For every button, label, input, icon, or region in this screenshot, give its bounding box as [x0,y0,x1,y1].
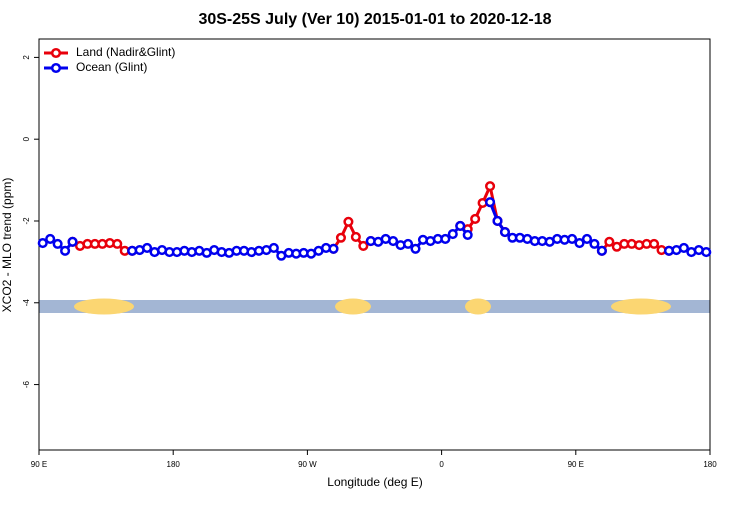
data-point [485,197,496,208]
data-point [574,238,585,249]
data-point [470,213,481,224]
data-point [485,181,496,192]
data-point [567,233,578,245]
y-tick-label: -2 [22,217,31,225]
data-point [492,215,503,227]
data-point [678,242,689,254]
data-point [328,243,339,254]
y-tick-label: 0 [22,136,31,141]
y-tick-label: -4 [22,299,31,307]
data-point [701,247,712,258]
legend-label: Land (Nadir&Glint) [76,45,175,59]
legend-marker [50,62,62,74]
y-tick-label: 2 [22,55,31,60]
legend-marker [50,47,62,59]
data-point [410,243,421,254]
data-point [596,245,607,256]
land-ocean-band [39,298,710,315]
data-point [112,238,123,249]
data-point [60,245,71,256]
data-point [37,238,48,249]
data-point [358,240,369,251]
x-tick-label: 90 W [298,460,317,469]
data-point [52,238,63,249]
data-point [403,238,414,249]
data-point [142,242,153,254]
legend-label: Ocean (Glint) [76,60,147,74]
data-point [455,220,466,231]
data-point [335,232,347,243]
x-tick-label: 0 [439,460,444,469]
data-point [604,236,615,247]
data-point [388,235,399,247]
y-tick-label: -6 [22,380,31,388]
x-axis-label: Longitude (deg E) [327,475,422,489]
data-point [440,233,451,245]
chart-title: 30S-25S July (Ver 10) 2015-01-01 to 2020… [198,11,551,28]
data-point [67,236,78,247]
data-point [499,226,511,238]
y-axis-label: XCO2 - MLO trend (ppm) [0,178,14,313]
data-point [589,238,600,249]
data-point [343,216,354,227]
data-point [462,229,473,240]
data-point [581,233,593,245]
x-tick-label: 180 [703,460,717,469]
data-point [447,229,458,240]
data-point [268,242,279,254]
data-point [649,238,660,249]
x-tick-label: 90 E [31,460,47,469]
x-tick-label: 90 E [568,460,584,469]
x-tick-label: 180 [167,460,181,469]
data-point [350,231,361,242]
data-point [45,233,56,245]
